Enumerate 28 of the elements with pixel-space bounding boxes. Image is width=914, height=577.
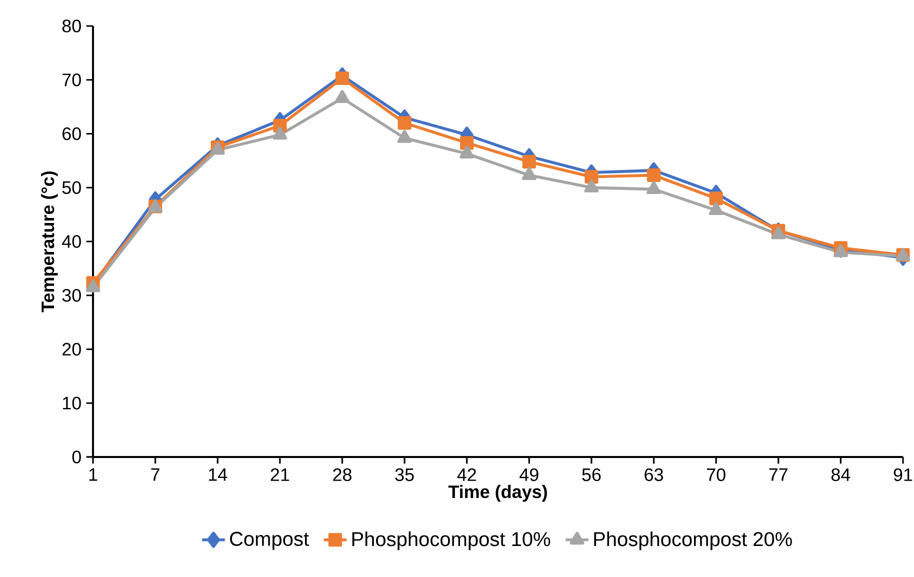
legend-label: Compost [230, 532, 309, 550]
x-tick-label: 42 [457, 468, 476, 481]
x-tick-label: 14 [208, 468, 228, 481]
x-tick-label: 77 [769, 468, 788, 481]
x-tick-label: 56 [582, 468, 601, 482]
y-tick-label: 20 [62, 342, 81, 356]
y-tick-label: 10 [62, 396, 81, 410]
y-tick-label: 50 [62, 181, 81, 194]
x-tick-label: 84 [831, 468, 850, 482]
legend-label: Phosphocompost 20% [594, 532, 792, 550]
x-tick-label: 49 [520, 468, 538, 482]
x-tick-label: 91 [894, 468, 912, 482]
x-tick-label: 7 [151, 468, 160, 481]
y-tick-label: 60 [62, 127, 81, 140]
x-tick-label: 28 [333, 468, 352, 482]
y-tick-label: 80 [62, 20, 81, 32]
y-tick-label: 40 [62, 235, 81, 248]
x-axis-title: Time (days) [448, 484, 547, 502]
x-tick-label: 63 [644, 468, 663, 482]
y-tick-label: 0 [72, 450, 81, 464]
y-tick-label: 30 [62, 288, 81, 302]
x-tick-label: 70 [706, 468, 726, 482]
y-tick-label: 70 [62, 74, 81, 86]
x-tick-label: 21 [270, 468, 290, 481]
x-tick-label: 35 [395, 468, 414, 482]
legend-label: Phosphocompost 10% [352, 532, 550, 550]
x-tick-label: 1 [89, 468, 98, 481]
y-axis-title: Temperature (°c) [41, 171, 58, 312]
